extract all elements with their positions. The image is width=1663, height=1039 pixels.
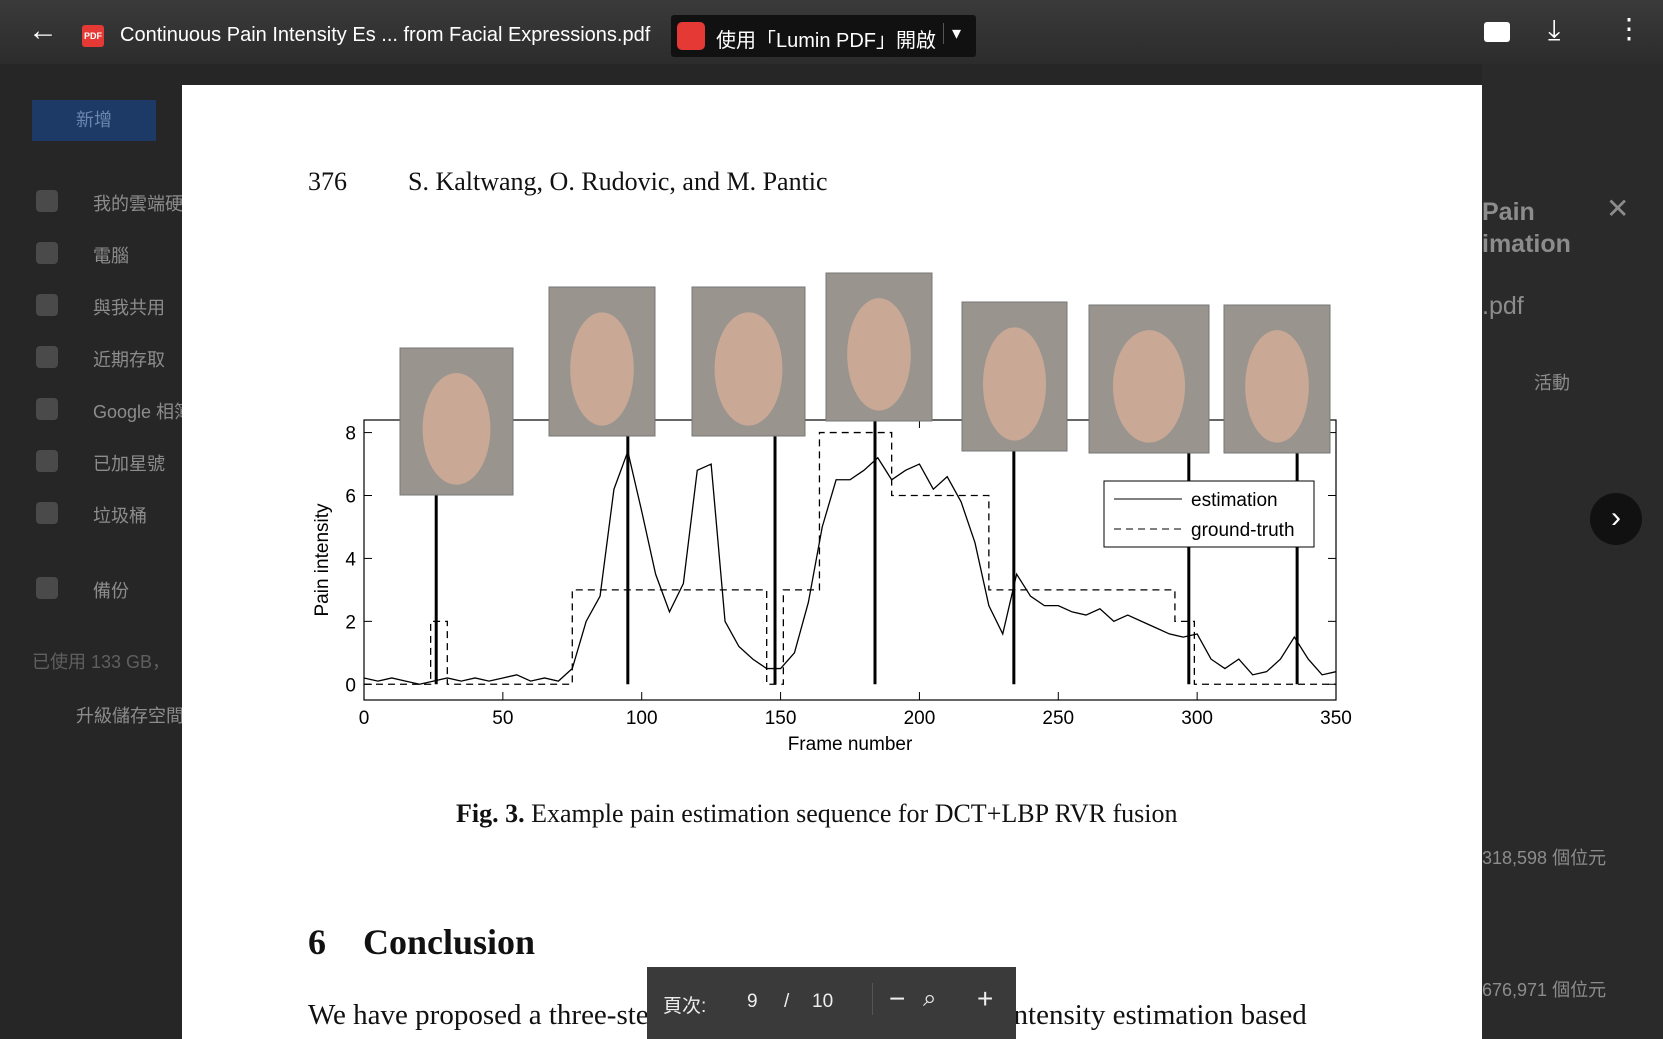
legend-label: estimation [1191, 490, 1278, 511]
dropdown-icon[interactable]: ▾ [943, 23, 961, 44]
open-with-label: 使用「Lumin PDF」開啟 [716, 30, 937, 52]
nav-icon [36, 398, 58, 420]
nav-icon [36, 190, 58, 212]
file-size: 676,971 個位元 [1482, 980, 1607, 1000]
page-number: 376 [308, 167, 347, 196]
caption-text: Example pain estimation sequence for DCT… [531, 799, 1178, 828]
x-tick-label: 300 [1181, 708, 1213, 729]
y-tick-label: 4 [345, 549, 356, 570]
y-tick-label: 6 [345, 487, 356, 508]
details-title: .pdf [1482, 292, 1524, 320]
nav-item[interactable]: 與我共用 [93, 298, 165, 318]
x-tick-label: 100 [626, 708, 658, 729]
face-shape [570, 312, 634, 426]
x-tick-label: 0 [359, 708, 370, 729]
y-tick-label: 0 [345, 675, 356, 696]
nav-item[interactable]: 已加星號 [93, 454, 165, 474]
nav-icon [36, 294, 58, 316]
zoom-icon[interactable]: ⌕ [923, 985, 937, 1012]
open-with-button[interactable]: 使用「Lumin PDF」開啟 ▾ [671, 15, 976, 57]
legend-box [1103, 480, 1315, 548]
pdf-page: 376 S. Kaltwang, O. Rudovic, and M. Pant… [182, 85, 1482, 1039]
section-title: Conclusion [363, 922, 536, 962]
file-name: Continuous Pain Intensity Es ... from Fa… [120, 24, 651, 46]
page-total: 10 [812, 991, 834, 1012]
face-shape [1113, 330, 1185, 443]
legend-label: ground-truth [1191, 520, 1295, 541]
series-line [363, 449, 1337, 685]
series-line [364, 431, 1336, 685]
details-title: Pain [1482, 198, 1535, 226]
caption-label: Fig. 3. [456, 799, 525, 828]
nav-icon [36, 502, 58, 524]
print-icon[interactable] [1484, 22, 1510, 42]
zoom-in[interactable]: + [977, 983, 994, 1014]
nav-icon [36, 242, 58, 264]
nav-item[interactable]: 近期存取 [93, 350, 165, 370]
running-head: S. Kaltwang, O. Rudovic, and M. Pantic [408, 167, 828, 196]
details-title: imation [1482, 230, 1571, 258]
x-tick-label: 200 [904, 708, 936, 729]
nav-icon [36, 450, 58, 472]
nav-item[interactable]: 垃圾桶 [93, 506, 147, 526]
file-size: 318,598 個位元 [1482, 848, 1607, 868]
y-axis-label: Pain intensity [312, 503, 333, 617]
page-label: 頁次: [663, 996, 707, 1017]
page-controls: 頁次: 9 / 10 − ⌕ + [647, 967, 1016, 1039]
x-tick-label: 350 [1320, 708, 1352, 729]
close-icon[interactable]: ✕ [1606, 193, 1630, 224]
section-number: 6 [308, 922, 326, 962]
lumin-icon [677, 22, 705, 50]
face-shape [983, 327, 1046, 441]
face-shape [714, 312, 783, 426]
face-shape [1245, 330, 1309, 443]
next-button[interactable]: › [1590, 493, 1642, 545]
nav-icon [36, 577, 58, 599]
y-tick-label: 8 [345, 424, 356, 445]
nav-item[interactable]: 備份 [93, 581, 129, 601]
zoom-out[interactable]: − [872, 983, 905, 1015]
details-panel: Pain imation .pdf 活動 318,598 個位元 676,971… [1482, 64, 1663, 1039]
nav-item[interactable]: 我的雲端硬碟 [93, 194, 201, 214]
nav-icon [36, 346, 58, 368]
x-axis-label: Frame number [788, 734, 913, 755]
page-current[interactable]: 9 [747, 991, 758, 1012]
upgrade-link[interactable]: 升級儲存空間 [76, 706, 184, 726]
viewer-toolbar: ← PDF Continuous Pain Intensity Es ... f… [0, 0, 1663, 64]
back-icon[interactable]: ← [28, 14, 58, 47]
y-tick-label: 2 [345, 612, 356, 633]
pdf-icon: PDF [82, 25, 104, 47]
nav-item[interactable]: Google 相簿 [93, 402, 193, 422]
x-tick-label: 150 [765, 708, 797, 729]
x-tick-label: 50 [492, 708, 513, 729]
face-shape [422, 372, 491, 485]
face-shape [847, 298, 911, 411]
nav-item[interactable]: 電腦 [93, 246, 129, 266]
new-button[interactable]: 新增 [32, 100, 156, 141]
page-sep: / [784, 991, 790, 1012]
figure-caption: Fig. 3. Example pain estimation sequence… [456, 799, 1177, 829]
download-icon[interactable]: ⤓ [1548, 14, 1561, 45]
details-tab[interactable]: 活動 [1534, 373, 1570, 393]
storage-text: 已使用 133 GB， [32, 652, 171, 672]
x-tick-label: 250 [1042, 708, 1074, 729]
more-icon[interactable]: ⋮ [1615, 13, 1643, 44]
